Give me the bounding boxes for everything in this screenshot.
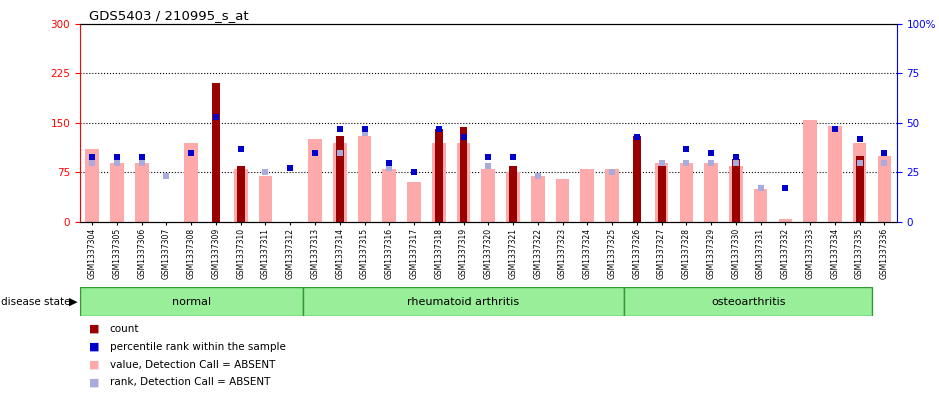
Bar: [803, 119, 817, 222]
Bar: [657, 166, 666, 222]
Bar: [135, 162, 148, 222]
Text: value, Detection Call = ABSENT: value, Detection Call = ABSENT: [110, 360, 275, 369]
Bar: [778, 219, 793, 222]
Bar: [85, 149, 99, 222]
Text: normal: normal: [172, 297, 210, 307]
Text: GDS5403 / 210995_s_at: GDS5403 / 210995_s_at: [89, 9, 249, 22]
Bar: [754, 189, 767, 222]
Bar: [731, 159, 740, 222]
Bar: [506, 173, 520, 222]
Bar: [855, 156, 864, 222]
Bar: [482, 169, 495, 222]
Bar: [556, 179, 569, 222]
Text: count: count: [110, 324, 139, 334]
Bar: [358, 136, 371, 222]
Bar: [336, 136, 344, 222]
FancyBboxPatch shape: [302, 287, 624, 316]
Text: rheumatoid arthritis: rheumatoid arthritis: [408, 297, 519, 307]
Text: ■: ■: [89, 377, 100, 387]
Bar: [633, 136, 640, 222]
Text: ■: ■: [89, 342, 100, 352]
Bar: [212, 83, 220, 222]
Bar: [432, 143, 446, 222]
FancyBboxPatch shape: [80, 287, 302, 316]
Bar: [509, 166, 517, 222]
Bar: [459, 127, 468, 222]
Text: osteoarthritis: osteoarthritis: [711, 297, 785, 307]
Text: rank, Detection Call = ABSENT: rank, Detection Call = ABSENT: [110, 377, 270, 387]
Bar: [680, 162, 693, 222]
Text: ■: ■: [89, 324, 100, 334]
FancyBboxPatch shape: [624, 287, 872, 316]
Bar: [704, 162, 718, 222]
Bar: [456, 143, 470, 222]
Text: percentile rank within the sample: percentile rank within the sample: [110, 342, 285, 352]
Bar: [333, 143, 346, 222]
Bar: [435, 129, 442, 222]
Text: ▶: ▶: [69, 297, 77, 307]
Bar: [729, 166, 743, 222]
Text: disease state: disease state: [1, 297, 70, 307]
Bar: [606, 169, 619, 222]
Bar: [237, 166, 245, 222]
Bar: [258, 176, 272, 222]
Bar: [531, 176, 545, 222]
Bar: [308, 140, 322, 222]
Bar: [408, 182, 421, 222]
Bar: [878, 156, 891, 222]
Bar: [580, 169, 594, 222]
Bar: [110, 162, 124, 222]
Bar: [184, 143, 198, 222]
Bar: [828, 126, 841, 222]
Bar: [382, 169, 396, 222]
Bar: [234, 169, 248, 222]
Bar: [853, 143, 867, 222]
Text: ■: ■: [89, 360, 100, 369]
Bar: [654, 162, 669, 222]
